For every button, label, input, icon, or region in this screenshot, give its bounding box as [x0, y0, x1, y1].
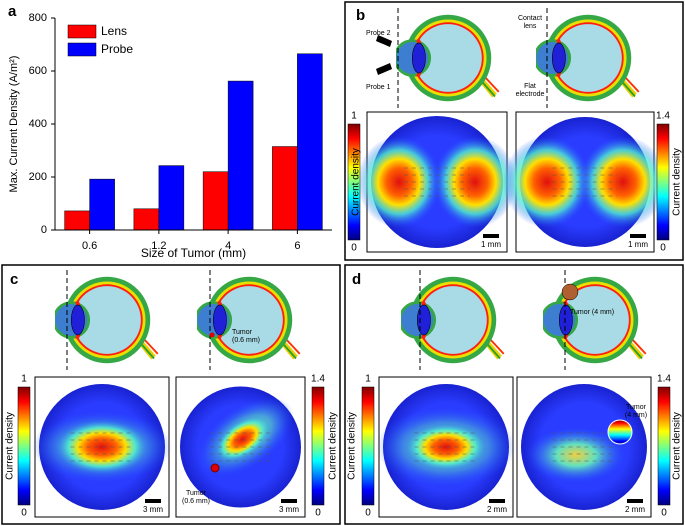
colorbar-title: Current density — [351, 148, 362, 216]
annotation: Flat — [524, 83, 536, 90]
y-tick-label: 600 — [29, 65, 47, 77]
panel-label: c — [10, 271, 18, 288]
colorbar — [17, 386, 31, 506]
annotation: Contact — [518, 15, 542, 22]
bar — [202, 171, 229, 231]
heatmap-field — [579, 136, 667, 228]
panel-frame — [344, 1, 684, 261]
y-tick-label: 400 — [29, 118, 47, 130]
colorbar-max: 1 — [365, 374, 371, 385]
scale-bar-label: 1 mm — [481, 240, 501, 249]
annotation: (4 mm) — [625, 412, 647, 419]
colorbar-min: 0 — [660, 243, 666, 254]
bar — [64, 210, 90, 231]
y-axis-label: Max. Current Density (A/m²) — [8, 56, 20, 193]
annotation: (0.6 mm) — [182, 498, 210, 505]
scale-bar-label: 2 mm — [487, 505, 507, 514]
colorbar-max: 1.4 — [311, 374, 325, 385]
tumor — [607, 419, 633, 445]
annotation: (0.6 mm) — [232, 337, 260, 344]
annotation: lens — [524, 23, 537, 30]
bar — [272, 146, 298, 231]
colorbar-min: 0 — [21, 508, 27, 519]
panel-label: b — [356, 7, 365, 24]
legend-label: Probe — [101, 42, 133, 56]
colorbar-min: 0 — [351, 243, 357, 254]
heatmap-field — [357, 136, 441, 228]
annotation: electrode — [516, 91, 545, 98]
legend-label: Lens — [101, 24, 127, 38]
colorbar-max: 1 — [21, 374, 27, 385]
colorbar-title: Current density — [5, 412, 16, 480]
x-tick-label: 6 — [294, 240, 300, 252]
panel-label: d — [352, 271, 361, 288]
colorbar-title: Current density — [672, 412, 683, 480]
heatmap-field — [404, 423, 488, 471]
annotation: Tumor — [232, 329, 253, 336]
colorbar — [311, 386, 325, 506]
y-tick-label: 0 — [41, 224, 47, 236]
y-tick-label: 800 — [29, 12, 47, 24]
eye-diagram — [401, 274, 505, 366]
colorbar — [656, 123, 670, 241]
heatmap-field — [54, 419, 150, 475]
colorbar-max: 1 — [351, 111, 357, 122]
eye-diagram — [536, 12, 640, 104]
probe — [376, 35, 392, 47]
scale-bar-label: 3 mm — [279, 505, 299, 514]
panel-frame — [1, 264, 341, 525]
heatmap-field — [503, 136, 591, 228]
colorbar-min: 0 — [365, 508, 371, 519]
colorbar — [347, 123, 361, 241]
bar — [158, 165, 185, 231]
y-tick-label: 200 — [29, 171, 47, 183]
bar — [89, 178, 115, 231]
annotation: Tumor (4 mm) — [570, 309, 614, 316]
colorbar-min: 0 — [661, 508, 667, 519]
x-tick-label: 1.2 — [151, 240, 166, 252]
eye-diagram — [55, 274, 159, 366]
tumor — [209, 332, 215, 338]
annotation: Tumor — [186, 490, 207, 497]
colorbar — [361, 386, 375, 506]
panel-frame — [344, 264, 684, 525]
tumor — [561, 283, 579, 301]
heatmap-field — [433, 136, 517, 228]
annotation: Probe 2 — [366, 30, 391, 37]
x-axis-label: Size of Tumor (mm) — [141, 246, 246, 260]
scale-bar-label: 3 mm — [143, 505, 163, 514]
annotation: Tumor — [626, 404, 647, 411]
colorbar-max: 1.4 — [657, 374, 671, 385]
scale-bar-label: 2 mm — [625, 505, 645, 514]
tumor — [210, 463, 220, 473]
legend-swatch — [67, 42, 97, 57]
x-tick-label: 0.6 — [82, 240, 97, 252]
colorbar-min: 0 — [315, 508, 321, 519]
bar-chart: 0 200 400 600 800 0.6 1.2 4 6 Max. Current Densit… — [8, 12, 332, 260]
panel-label: a — [8, 3, 17, 20]
annotation: Probe 1 — [366, 84, 391, 91]
colorbar — [657, 386, 671, 506]
x-tick-label: 4 — [225, 240, 231, 252]
eye-diagram — [396, 12, 500, 104]
probe — [376, 63, 392, 75]
bar — [133, 208, 160, 231]
colorbar-title: Current density — [328, 412, 339, 480]
eye-diagram — [543, 274, 647, 366]
colorbar-title: Current density — [672, 148, 683, 216]
legend-swatch — [67, 24, 97, 39]
colorbar-max: 1.4 — [656, 111, 670, 122]
bar — [297, 53, 323, 231]
scale-bar-label: 1 mm — [628, 240, 648, 249]
heatmap-field — [214, 415, 271, 463]
colorbar-title: Current density — [347, 412, 358, 480]
bar — [227, 80, 254, 231]
heatmap-field — [526, 427, 626, 483]
